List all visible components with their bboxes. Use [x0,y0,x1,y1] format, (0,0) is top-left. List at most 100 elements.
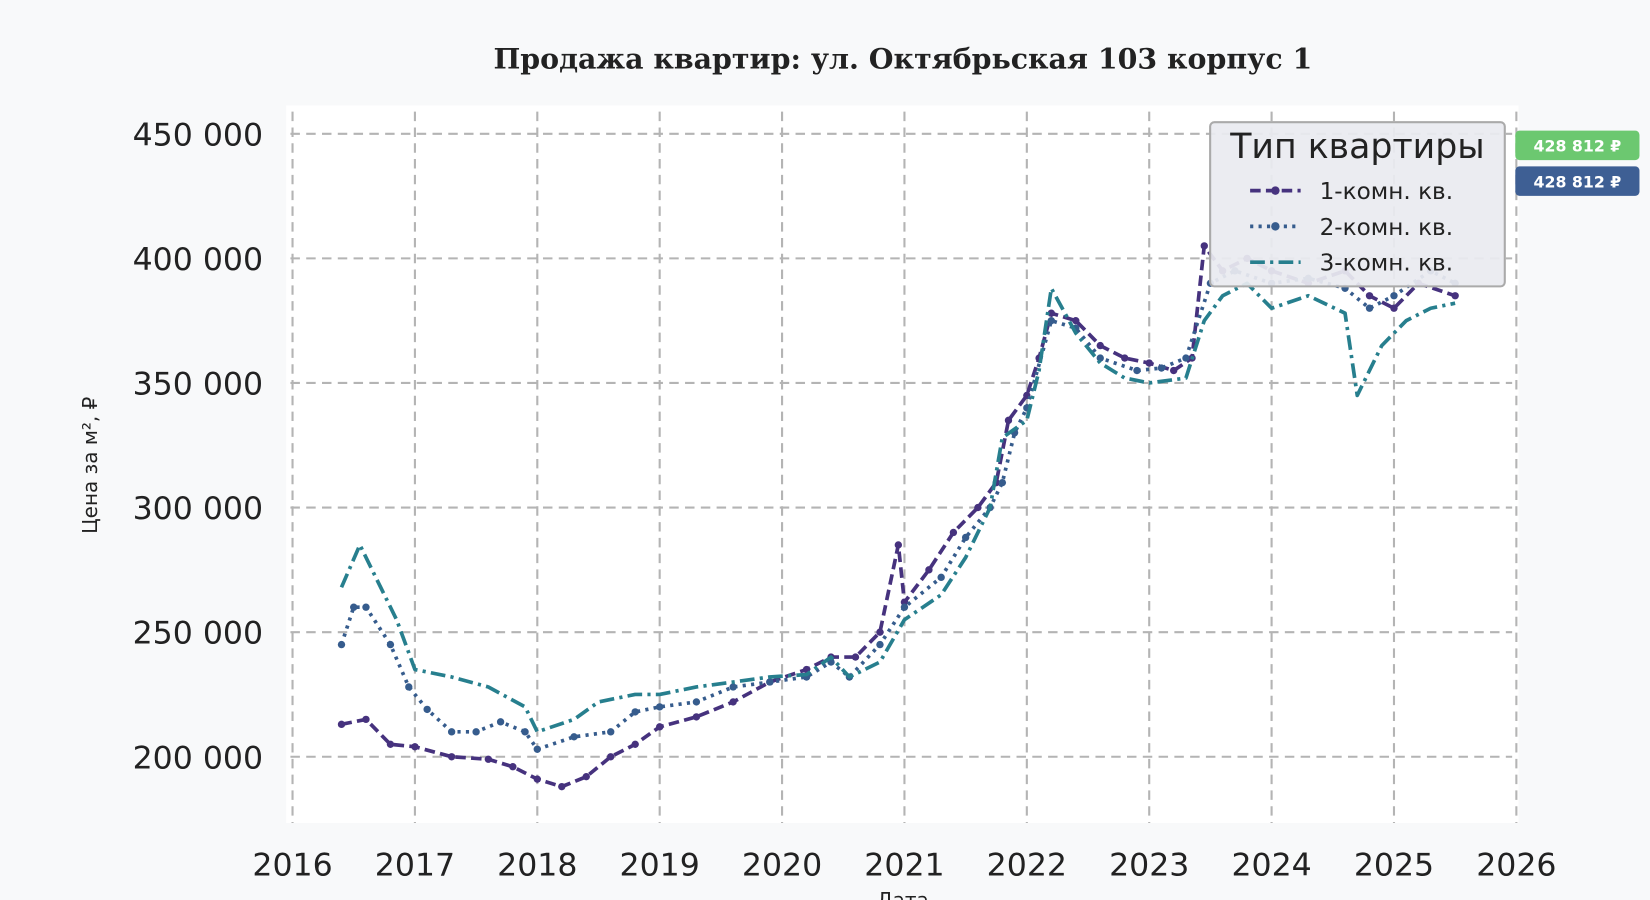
data-point [362,715,370,724]
data-point [405,683,413,691]
legend-label: 1-комн. кв. [1320,179,1453,205]
data-point [925,566,933,574]
legend-box [1209,121,1506,288]
data-point [447,753,456,761]
data-point [582,773,590,781]
data-point [337,640,346,649]
data-point [1004,416,1013,425]
x-tick-label: 2022 [987,848,1067,884]
legend-label: 2-комн. кв. [1320,215,1453,241]
series-3 [339,281,1456,734]
y-tick-label: 400 000 [133,242,263,278]
data-point [521,728,529,736]
data-point [362,603,370,611]
data-point [961,533,970,542]
data-point [1390,304,1398,312]
legend-items: 1-комн. кв. 2-комн. кв. 3-комн. кв. [1250,179,1453,277]
x-tick-label: 2020 [742,848,822,884]
data-point [894,541,903,549]
data-point [1145,359,1153,367]
data-point [607,753,615,761]
data-point [386,640,395,649]
y-tick-label: 350 000 [133,367,263,403]
data-point [1133,366,1141,375]
x-tick-label: 2021 [864,848,944,884]
legend-item-1: 1-комн. кв. [1250,179,1453,205]
data-point [998,478,1007,487]
data-point [876,628,884,636]
legend-item-3: 3-комн. кв. [1250,251,1453,277]
data-point [533,775,541,783]
data-point [631,708,639,716]
x-tick-label: 2025 [1354,848,1434,884]
legend-item-2: 2-комн. кв. [1250,215,1453,241]
data-point [1390,292,1398,300]
data-point [423,705,431,714]
data-point [1170,366,1178,375]
data-point [1157,364,1166,372]
x-tick-label: 2023 [1109,848,1189,884]
y-tick-label: 250 000 [133,616,263,652]
y-tick-label: 200 000 [133,740,263,776]
legend-marker [1271,222,1280,231]
data-point [570,733,578,741]
x-tick-label: 2016 [252,848,332,884]
data-point [411,743,419,751]
data-point [692,713,701,721]
y-tick-label: 300 000 [133,491,263,527]
data-point [729,683,737,691]
data-point [949,528,958,537]
data-point [386,740,395,748]
x-tick-labels: 2016 2017 2018 2019 2020 2021 2022 2023 2024 2025… [252,848,1556,884]
chart-title: Продажа квартир: ул. Октябрьская 103 кор… [493,42,1312,76]
data-point [472,728,480,736]
data-point [496,718,505,726]
data-point [1096,341,1104,350]
data-point [1451,292,1459,300]
data-point [900,603,909,611]
data-point [1096,354,1104,362]
series-line [339,281,1456,734]
data-point [974,503,982,512]
x-tick-label: 2026 [1476,848,1556,884]
x-tick-label: 2024 [1231,848,1311,884]
data-point [1182,354,1190,362]
end-label-text-green: 428 812 ₽ [1534,137,1622,156]
data-point [1047,316,1055,325]
legend-title: Тип квартиры [1229,127,1484,167]
data-point [337,720,346,729]
x-tick-label: 2018 [497,848,577,884]
end-labels: 428 812 ₽ 428 812 ₽ [1515,130,1640,196]
data-point [533,745,541,753]
data-point [1365,292,1374,300]
data-point [1047,309,1055,317]
data-point [350,603,358,611]
x-tick-label: 2017 [375,848,455,884]
end-label-text-blue: 428 812 ₽ [1534,172,1622,191]
end-label-badge-green [1515,130,1640,161]
data-point [851,653,860,661]
end-label-badge-blue [1515,166,1640,196]
data-point [1200,242,1208,250]
data-point [447,728,456,736]
y-tick-label: 450 000 [133,117,263,153]
data-point [631,740,639,748]
data-point [1072,316,1080,325]
x-axis-label: Дата [877,888,929,900]
data-point [509,763,517,771]
data-point [876,640,884,649]
legend-marker [1271,186,1280,195]
data-point [729,698,737,706]
data-point [692,698,701,706]
y-axis-label: Цена за м², ₽ [78,396,102,533]
legend-label: 3-комн. кв. [1320,251,1453,277]
data-point [937,573,945,582]
data-point [558,782,566,791]
y-tick-labels: 200 000 250 000 300 000 350 000 400 000 450 0… [133,117,263,776]
data-point [656,723,664,731]
data-point [1365,304,1374,312]
x-tick-label: 2019 [620,848,700,884]
data-point [656,703,664,711]
data-point [607,728,615,736]
